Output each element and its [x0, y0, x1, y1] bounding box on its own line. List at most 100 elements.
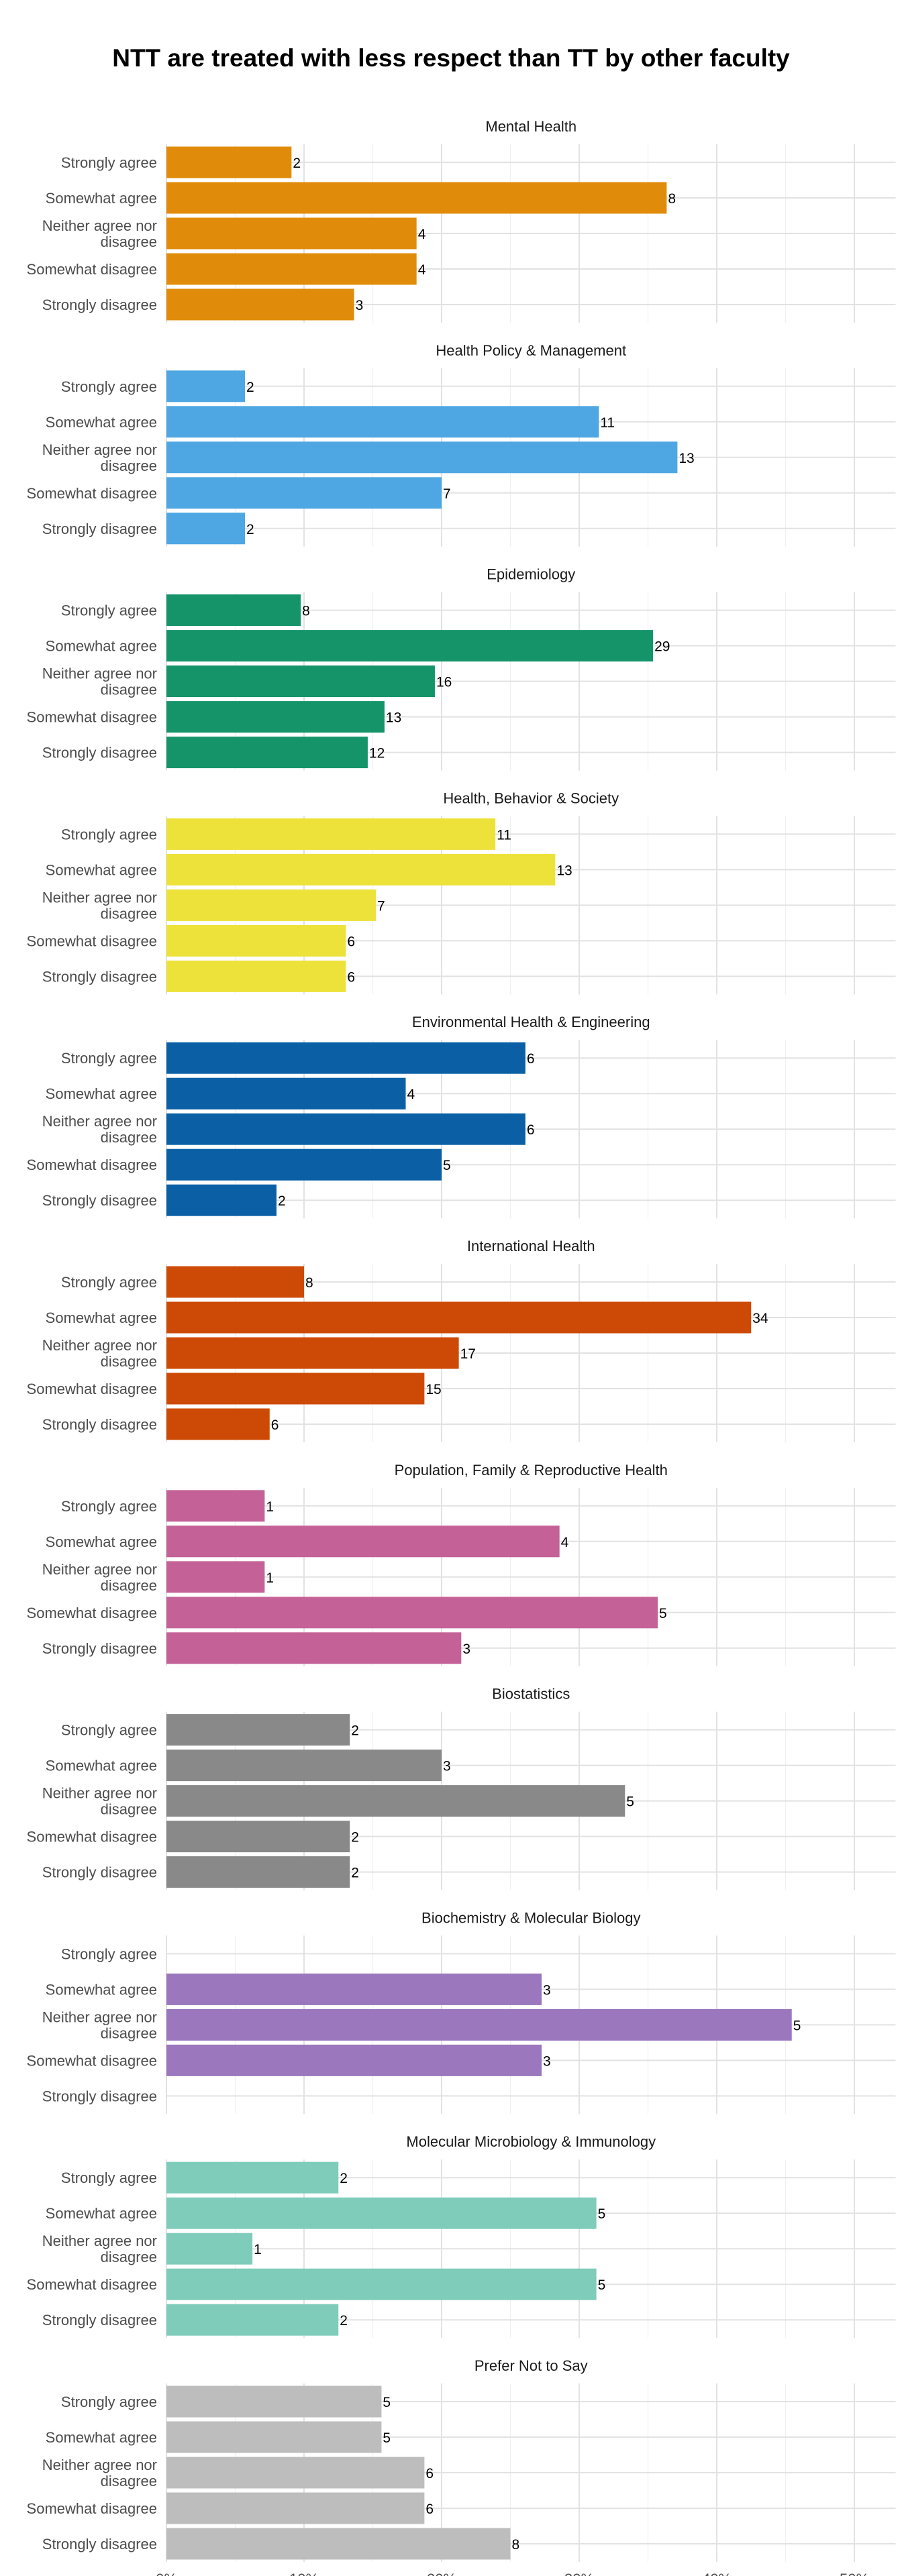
panel-5-value-label: 4: [407, 1087, 415, 1102]
panel-1-bar: [166, 217, 417, 250]
chart-title: NTT are treated with less respect than T…: [112, 44, 790, 72]
panel-7-bar: [166, 1525, 560, 1558]
panel-7-value-label: 5: [659, 1606, 667, 1621]
panel-3-value-label: 8: [302, 604, 310, 619]
panel-5-category-label: Somewhat disagree: [27, 1157, 157, 1173]
panel-7-title: Population, Family & Reproductive Health: [395, 1462, 668, 1479]
panel-6-value-label: 6: [271, 1417, 279, 1433]
panel-1-category-label: Strongly agree: [61, 154, 157, 171]
panel-2-value-label: 2: [246, 522, 254, 537]
x-tick-label: 40%: [702, 2571, 732, 2576]
panel-10-bar: [166, 2268, 597, 2300]
panel-4-bar: [166, 924, 346, 957]
panel-5-category-label: Somewhat agree: [46, 1085, 157, 1102]
panel-4-bar: [166, 818, 496, 850]
panel-4-value-label: 6: [347, 969, 355, 985]
panel-4-category-label: Somewhat agree: [46, 861, 157, 878]
panel-9-value-label: 5: [793, 2018, 801, 2033]
panel-10-value-label: 2: [340, 2171, 348, 2186]
panel-11-bar: [166, 2457, 425, 2489]
panel-8-value-label: 5: [626, 1794, 634, 1810]
panel-11-category-label: Strongly disagree: [42, 2536, 157, 2553]
panel-6-bar: [166, 1408, 270, 1440]
panel-9-category-label: Somewhat agree: [46, 1981, 157, 1998]
panel-2-value-label: 11: [600, 415, 615, 431]
panel-8-value-label: 3: [443, 1759, 451, 1774]
panel-11-bar: [166, 2492, 425, 2524]
panel-4-value-label: 7: [377, 898, 385, 914]
panel-11-value-label: 5: [383, 2395, 391, 2410]
panel-10-value-label: 5: [598, 2206, 606, 2222]
panel-7-bar: [166, 1632, 462, 1664]
panel-3-category-label: Somewhat agree: [46, 638, 157, 655]
panel-2-bar: [166, 477, 442, 509]
panel-2-category-label: disagree: [101, 458, 157, 474]
panel-8-category-label: Somewhat agree: [46, 1758, 157, 1774]
panel-3-category-label: Somewhat disagree: [27, 709, 157, 726]
panel-8-category-label: Neither agree nor: [42, 1785, 157, 1802]
panel-3-bar: [166, 594, 301, 627]
panel-4-bar: [166, 889, 377, 921]
panel-6-value-label: 17: [460, 1346, 476, 1362]
panel-10-bar: [166, 2233, 253, 2265]
panel-10-title: Molecular Microbiology & Immunology: [406, 2133, 656, 2150]
panel-6-value-label: 34: [752, 1311, 768, 1326]
panel-5-value-label: 2: [278, 1193, 286, 1209]
panel-11-title: Prefer Not to Say: [474, 2357, 588, 2374]
panel-6-category-label: Somewhat disagree: [27, 1381, 157, 1397]
panel-7-category-label: Somewhat disagree: [27, 1605, 157, 1621]
panel-3-bar: [166, 737, 368, 769]
panel-1-value-label: 4: [418, 262, 426, 278]
panel-11-value-label: 8: [512, 2537, 520, 2553]
panel-7-category-label: Strongly disagree: [42, 1640, 157, 1657]
panel-5-value-label: 6: [527, 1122, 535, 1138]
panel-4-bar: [166, 853, 556, 885]
x-tick-label: 0%: [156, 2571, 177, 2576]
panel-6-bar: [166, 1373, 425, 1405]
panel-4-category-label: Somewhat disagree: [27, 932, 157, 949]
panel-4-category-label: disagree: [101, 905, 157, 922]
panel-4-value-label: 11: [497, 827, 511, 843]
panel-3-bar: [166, 701, 385, 733]
panel-3-category-label: Neither agree nor: [42, 665, 157, 682]
panel-5-category-label: Strongly disagree: [42, 1192, 157, 1209]
x-tick-label: 10%: [289, 2571, 319, 2576]
panel-2-category-label: Somewhat disagree: [27, 485, 157, 502]
x-tick-label: 20%: [427, 2571, 456, 2576]
panel-6-category-label: Somewhat agree: [46, 1309, 157, 1326]
panel-5-bar: [166, 1113, 525, 1145]
panel-6-value-label: 8: [305, 1275, 313, 1291]
panel-11-value-label: 6: [425, 2502, 434, 2517]
panel-7-value-label: 1: [266, 1499, 274, 1515]
panel-5-category-label: disagree: [101, 1129, 157, 1146]
panel-9-title: Biochemistry & Molecular Biology: [421, 1909, 640, 1926]
panel-4-category-label: Strongly agree: [61, 826, 157, 843]
panel-3-value-label: 13: [386, 710, 401, 726]
panel-1-category-label: Neither agree nor: [42, 217, 157, 234]
panel-9-bar: [166, 2044, 542, 2076]
x-tick-label: 50%: [840, 2571, 869, 2576]
panel-11-bar: [166, 2528, 511, 2560]
panel-8-category-label: disagree: [101, 1801, 157, 1818]
panel-8-bar: [166, 1750, 442, 1782]
panel-8-title: Biostatistics: [492, 1686, 570, 1703]
panel-10-category-label: disagree: [101, 2249, 157, 2265]
panel-2-value-label: 2: [246, 380, 254, 395]
panel-5-category-label: Strongly agree: [61, 1050, 157, 1067]
panel-5-bar: [166, 1077, 406, 1110]
panel-1-value-label: 8: [668, 191, 676, 207]
panel-4-value-label: 13: [556, 863, 572, 878]
panel-9-value-label: 3: [543, 2053, 551, 2069]
panel-4-bar: [166, 960, 346, 992]
panel-1-category-label: disagree: [101, 233, 157, 250]
panel-8-value-label: 2: [351, 1723, 359, 1739]
panel-6-title: International Health: [467, 1238, 595, 1254]
x-tick-label: 30%: [564, 2571, 594, 2576]
panel-10-value-label: 5: [598, 2277, 606, 2293]
panel-8-category-label: Somewhat disagree: [27, 1829, 157, 1845]
panel-7-category-label: Neither agree nor: [42, 1561, 157, 1578]
panel-9-category-label: disagree: [101, 2025, 157, 2041]
panel-1-bar: [166, 146, 292, 178]
panel-11-category-label: Somewhat disagree: [27, 2500, 157, 2517]
panel-7-value-label: 4: [561, 1535, 569, 1550]
